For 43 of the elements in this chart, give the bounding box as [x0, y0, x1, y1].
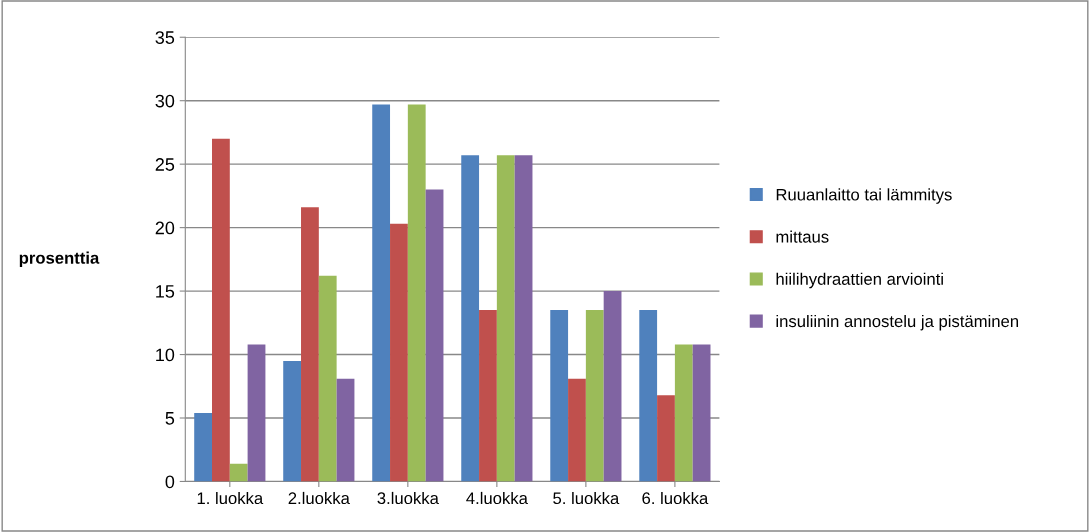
bar: [283, 360, 302, 482]
bar: [550, 310, 569, 482]
y-tick-label: 10: [156, 348, 175, 362]
y-tick-label: 0: [165, 475, 175, 489]
legend-label: hiilihydraattien arviointi: [776, 272, 943, 289]
y-tick-label: 35: [155, 31, 175, 44]
bar: [212, 138, 230, 482]
y-axis-title: prosenttia: [19, 251, 100, 268]
x-tick-label: 6. luokka: [642, 491, 709, 505]
bar: [247, 344, 266, 482]
bar: [585, 310, 604, 482]
bar: [514, 155, 533, 482]
legend-label: Ruuanlaitto tai lämmitys: [776, 188, 952, 204]
x-tick-label: 2.luokka: [288, 491, 350, 505]
y-tick-label: 30: [155, 94, 175, 108]
bar: [336, 378, 355, 482]
x-tick-label: 5. luokka: [553, 491, 620, 505]
bar: [639, 310, 658, 482]
x-tick-label: 4.luokka: [466, 491, 528, 505]
bar: [390, 223, 408, 482]
bar: [372, 104, 391, 482]
bar: [692, 344, 711, 482]
bar: [603, 291, 622, 482]
y-tick-label: 5: [165, 412, 175, 425]
bar: [301, 207, 319, 482]
y-tick-label: 25: [155, 158, 175, 171]
bar: [657, 395, 675, 482]
x-tick-label: 3.luokka: [377, 491, 439, 505]
legend-label: insuliinin annostelu ja pistäminen: [776, 314, 1019, 331]
bar: [407, 104, 426, 482]
bar: [568, 378, 586, 482]
y-tick-label: 15: [156, 285, 175, 298]
y-tick-label: 20: [155, 221, 175, 235]
bar: [425, 189, 444, 482]
bar: [229, 463, 248, 482]
bar: [496, 155, 515, 482]
bar: [318, 275, 337, 482]
bar: [479, 310, 497, 482]
bar: [674, 344, 693, 482]
bar: [461, 155, 480, 482]
x-tick-label: 1. luokka: [197, 491, 264, 505]
bar: [194, 412, 213, 482]
legend-label: mittaus: [776, 230, 829, 243]
